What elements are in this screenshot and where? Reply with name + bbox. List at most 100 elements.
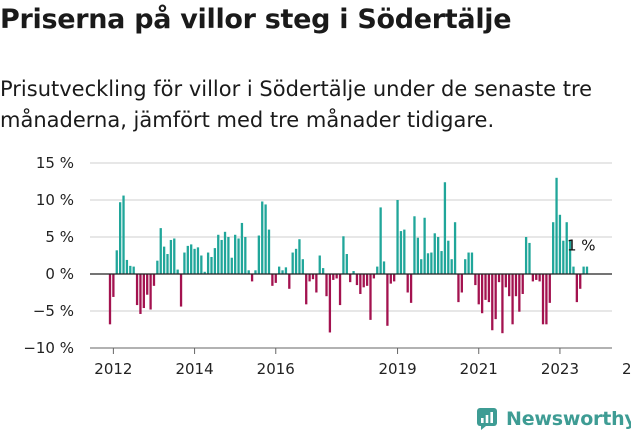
bar	[436, 237, 440, 274]
bar	[575, 274, 579, 303]
bar	[271, 274, 274, 286]
bar	[545, 274, 548, 325]
x-tick-label: 2025	[622, 360, 631, 378]
bar	[464, 259, 467, 274]
bar	[386, 274, 389, 326]
bar	[115, 250, 118, 274]
bar	[274, 274, 277, 283]
bar	[135, 274, 139, 306]
bar	[565, 222, 568, 274]
bar	[494, 274, 497, 320]
bar	[541, 274, 545, 325]
bar	[186, 245, 189, 274]
bar	[484, 274, 487, 300]
bar	[217, 234, 220, 274]
bar	[288, 274, 291, 289]
bar	[426, 253, 430, 274]
bar	[538, 274, 541, 282]
bar	[420, 259, 423, 274]
bar	[470, 252, 474, 274]
bar	[234, 234, 237, 274]
bar	[467, 252, 470, 274]
y-tick-label: 5 %	[45, 228, 74, 246]
bar	[152, 274, 156, 286]
bar	[206, 252, 210, 274]
bar	[325, 274, 328, 297]
bar	[162, 246, 166, 274]
bar	[562, 240, 565, 274]
bar	[230, 257, 233, 274]
bar	[572, 266, 575, 274]
bar	[342, 236, 345, 274]
x-tick-label: 2023	[541, 360, 579, 378]
bar	[193, 248, 196, 274]
bar	[501, 274, 504, 334]
bar	[524, 237, 528, 274]
bar	[203, 271, 206, 274]
bar	[166, 254, 169, 274]
bar	[240, 222, 244, 274]
bar	[223, 231, 227, 274]
bar	[254, 270, 257, 274]
bar	[210, 256, 213, 274]
bar	[352, 271, 355, 274]
bar	[453, 222, 457, 274]
bar	[183, 252, 186, 274]
bar	[156, 260, 159, 274]
bar	[338, 274, 342, 306]
bar	[504, 274, 507, 288]
bar	[213, 248, 217, 274]
y-tick-label: −10 %	[23, 339, 74, 357]
bar	[318, 255, 321, 274]
bar	[535, 274, 538, 280]
bar	[552, 222, 555, 274]
x-axis-ticks: 2012 2014 2016 2019 2021 2023 2025	[94, 348, 631, 378]
bars	[108, 177, 589, 334]
chart-title: Priserna på villor steg i Södertälje	[0, 4, 512, 35]
bar	[382, 261, 386, 274]
bar	[200, 255, 203, 274]
bar	[409, 274, 413, 303]
bar	[555, 177, 558, 274]
x-tick-label: 2014	[175, 360, 213, 378]
bar	[146, 274, 149, 295]
bar	[122, 195, 125, 274]
gridlines	[90, 162, 612, 312]
bar	[179, 274, 183, 307]
brand-name: Newsworthy	[506, 408, 631, 430]
y-tick-label: 10 %	[36, 191, 74, 209]
bar	[518, 274, 521, 312]
bar	[362, 274, 365, 288]
bar	[359, 274, 362, 294]
bar	[247, 270, 250, 274]
bar	[558, 214, 562, 274]
bar	[321, 268, 325, 274]
bar	[413, 216, 416, 274]
x-tick-label: 2021	[460, 360, 498, 378]
bar	[250, 274, 254, 282]
bar	[399, 231, 403, 274]
bar	[305, 274, 308, 305]
bar	[585, 266, 589, 274]
bar	[277, 266, 281, 274]
bar	[528, 242, 531, 274]
bar	[345, 254, 348, 274]
bar	[548, 274, 551, 303]
latest-value-label: 1 %	[567, 236, 596, 254]
bar	[403, 229, 406, 274]
bar	[579, 274, 582, 289]
x-tick-label: 2016	[257, 360, 295, 378]
bar	[460, 274, 463, 293]
bar	[129, 265, 132, 274]
bar	[396, 200, 399, 274]
bar	[244, 237, 247, 274]
bar	[264, 204, 267, 274]
bar	[568, 239, 572, 274]
y-tick-label: −5 %	[33, 302, 74, 320]
bar	[281, 270, 284, 274]
bar	[261, 201, 264, 274]
x-tick-label: 2019	[378, 360, 416, 378]
bar	[298, 239, 301, 274]
bar	[406, 274, 409, 293]
bar	[142, 274, 145, 309]
